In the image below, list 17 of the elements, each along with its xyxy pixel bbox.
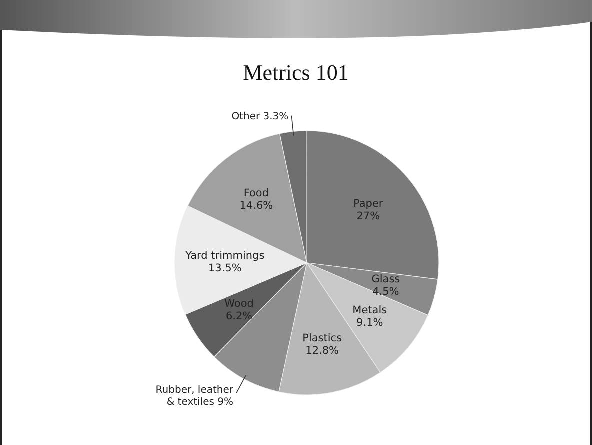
data-label: 9.1% (356, 316, 384, 329)
slice-label: Plastics (302, 332, 342, 344)
slice-label: Paper (354, 198, 384, 210)
data-label: 27% (356, 210, 380, 222)
data-label: 12.8% (306, 344, 340, 357)
data-label: 14.6% (240, 200, 274, 212)
slice-label: Rubber, leather & textiles 9% (156, 385, 234, 408)
chart-title: Metrics 101 (243, 60, 349, 85)
data-label: 6.2% (226, 310, 253, 322)
slice-label: Yard trimmings (184, 250, 265, 262)
data-label: 4.5% (372, 286, 400, 298)
data-label: 13.5% (208, 262, 242, 275)
slice-label: Wood (224, 298, 254, 310)
slice-label: Glass (372, 273, 400, 286)
slice-label: Metals (352, 304, 388, 316)
slice-label: Food (244, 188, 270, 200)
slice-label: Other 3.3% (232, 111, 289, 122)
